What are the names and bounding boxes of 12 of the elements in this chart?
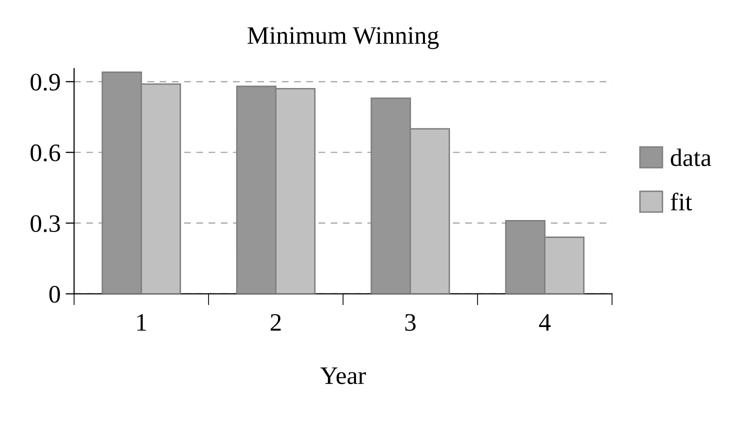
x-tick-label: 4	[539, 314, 551, 331]
x-tick-label: 2	[270, 314, 281, 331]
x-tick-label: 1	[137, 314, 146, 331]
y-tick-label: 0	[49, 286, 60, 303]
legend-label: data	[670, 148, 712, 166]
legend-label: fit	[670, 192, 692, 211]
y-tick-label: 0.3	[30, 215, 60, 232]
y-tick-label: 0.6	[30, 144, 60, 162]
y-tick-label: 0.9	[30, 74, 60, 91]
x-axis-title: Year	[320, 367, 366, 384]
chart-title: Minimum Winning	[248, 27, 439, 50]
x-tick-label: 3	[405, 314, 416, 331]
